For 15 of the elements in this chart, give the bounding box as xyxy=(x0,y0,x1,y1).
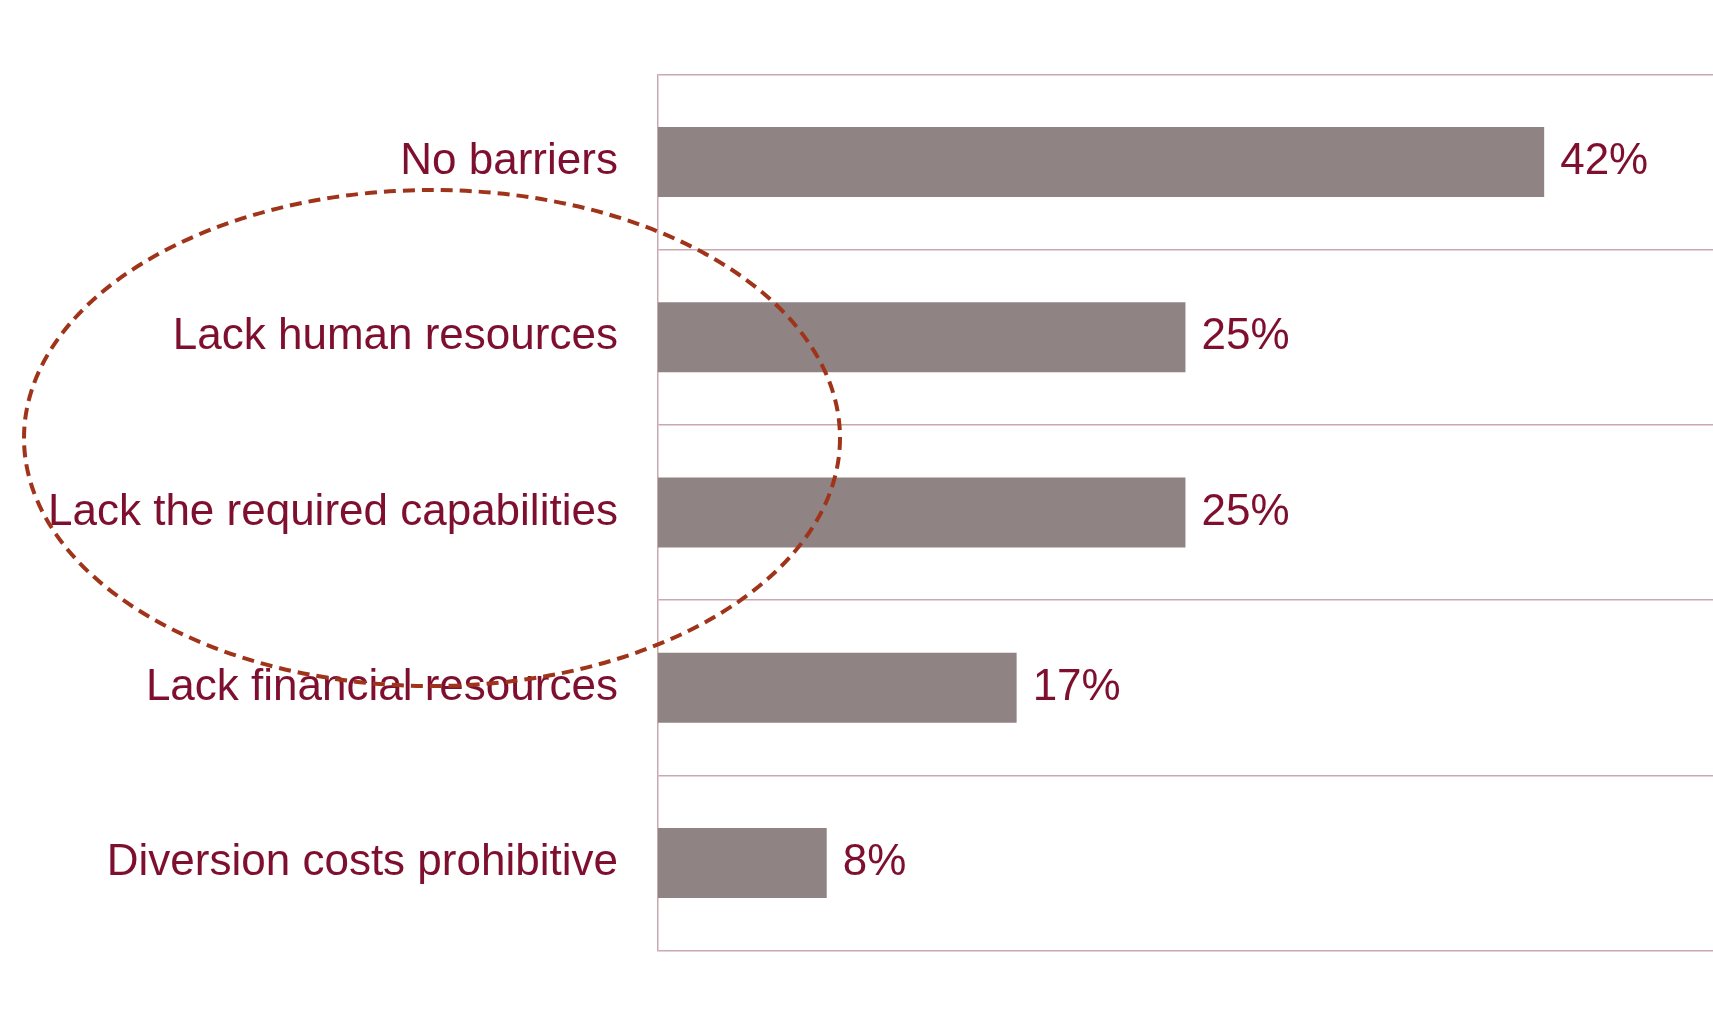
bar xyxy=(657,827,827,899)
y-tick-label: Diversion costs prohibitive xyxy=(106,835,618,885)
data-label: 17% xyxy=(1032,659,1121,709)
data-label: 25% xyxy=(1201,309,1290,359)
y-tick-label: Lack human resources xyxy=(172,309,618,359)
data-label: 25% xyxy=(1201,484,1290,534)
bar xyxy=(657,652,1017,723)
bar xyxy=(657,302,1186,373)
bar xyxy=(657,126,1545,198)
bar xyxy=(657,477,1186,548)
y-tick-label: No barriers xyxy=(400,134,618,184)
y-tick-label: Lack the required capabilities xyxy=(47,484,618,534)
data-label: 8% xyxy=(842,835,907,885)
data-label: 42% xyxy=(1560,134,1649,184)
y-tick-label: Lack financial resources xyxy=(145,659,618,709)
